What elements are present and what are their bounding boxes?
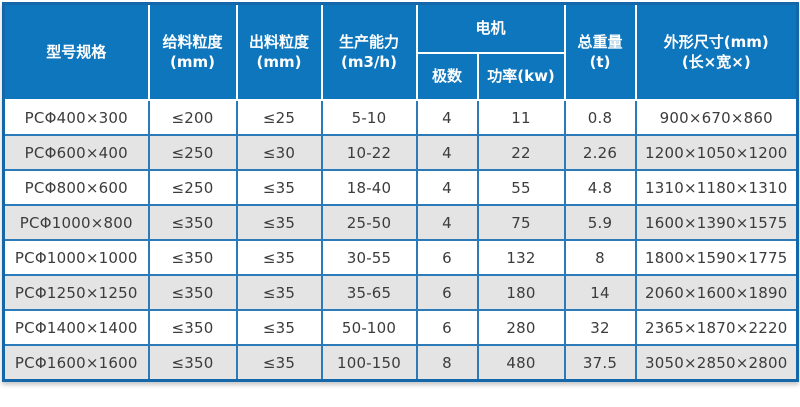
cell-model: PCΦ600×400: [2, 134, 150, 171]
cell-discharge-size: ≤30: [235, 134, 323, 171]
table-row: PCΦ600×400 ≤250 ≤30 10-22 4 22 2.26 1200×1050×1…: [2, 134, 799, 171]
cell-feed-size: ≤200: [147, 99, 238, 136]
cell-motor-power: 180: [476, 274, 566, 311]
table-row: PCΦ1250×1250 ≤350 ≤35 35-65 6 180 14 2060×1600×…: [2, 274, 799, 311]
cell-total-weight: 14: [563, 274, 637, 311]
cell-model: PCΦ1600×1600: [2, 344, 150, 382]
cell-motor-poles: 8: [415, 344, 479, 382]
cell-feed-size: ≤350: [147, 274, 238, 311]
cell-dimensions: 1600×1390×1575: [634, 204, 799, 241]
cell-capacity: 35-65: [320, 274, 418, 311]
header-dimensions-label: 外形尺寸(mm) (长×宽×): [663, 32, 769, 71]
header-discharge-size: 出料粒度 (mm): [235, 2, 323, 101]
header-dimensions: 外形尺寸(mm) (长×宽×): [634, 2, 799, 101]
table-row: PCΦ1400×1400 ≤350 ≤35 50-100 6 280 32 2365×1870…: [2, 309, 799, 346]
cell-total-weight: 4.8: [563, 169, 637, 206]
header-motor-group: 电机: [415, 2, 566, 54]
cell-discharge-size: ≤35: [235, 239, 323, 276]
cell-model: PCΦ1250×1250: [2, 274, 150, 311]
cell-motor-poles: 4: [415, 204, 479, 241]
header-capacity-label: 生产能力 (m3/h): [338, 32, 399, 71]
spec-table: 型号规格 给料粒度 (mm) 出料粒度 (mm) 生产能力 (m3/h) 电机 …: [2, 2, 800, 382]
header-motor-poles: 极数: [415, 52, 479, 101]
header-total-weight: 总重量 (t): [563, 2, 637, 101]
header-motor-group-label: 电机: [475, 19, 506, 38]
header-capacity: 生产能力 (m3/h): [320, 2, 418, 101]
page: 型号规格 给料粒度 (mm) 出料粒度 (mm) 生产能力 (m3/h) 电机 …: [2, 2, 800, 382]
cell-total-weight: 32: [563, 309, 637, 346]
cell-feed-size: ≤250: [147, 134, 238, 171]
table-header: 型号规格 给料粒度 (mm) 出料粒度 (mm) 生产能力 (m3/h) 电机 …: [2, 2, 799, 101]
cell-dimensions: 1800×1590×1775: [634, 239, 799, 276]
cell-feed-size: ≤350: [147, 204, 238, 241]
cell-discharge-size: ≤25: [235, 99, 323, 136]
cell-total-weight: 37.5: [563, 344, 637, 382]
cell-total-weight: 0.8: [563, 99, 637, 136]
cell-model: PCΦ1000×1000: [2, 239, 150, 276]
cell-capacity: 50-100: [320, 309, 418, 346]
cell-motor-power: 11: [476, 99, 566, 136]
cell-model: PCΦ800×600: [2, 169, 150, 206]
cell-capacity: 25-50: [320, 204, 418, 241]
cell-model: PCΦ1000×800: [2, 204, 150, 241]
cell-feed-size: ≤350: [147, 309, 238, 346]
header-motor-power-label: 功率(kw): [487, 67, 555, 86]
cell-dimensions: 3050×2850×2800: [634, 344, 799, 382]
table-row: PCΦ400×300 ≤200 ≤25 5-10 4 11 0.8 900×670×860: [2, 99, 799, 136]
cell-capacity: 100-150: [320, 344, 418, 382]
cell-motor-power: 480: [476, 344, 566, 382]
header-row-sub: 极数 功率(kw): [4, 52, 798, 101]
header-model: 型号规格: [2, 2, 150, 101]
cell-capacity: 30-55: [320, 239, 418, 276]
cell-motor-poles: 4: [415, 169, 479, 206]
cell-discharge-size: ≤35: [235, 204, 323, 241]
cell-dimensions: 2365×1870×2220: [634, 309, 799, 346]
cell-model: PCΦ400×300: [2, 99, 150, 136]
cell-feed-size: ≤250: [147, 169, 238, 206]
cell-discharge-size: ≤35: [235, 274, 323, 311]
cell-capacity: 18-40: [320, 169, 418, 206]
table-row: PCΦ1600×1600 ≤350 ≤35 100-150 8 480 37.5 3050×2…: [2, 344, 799, 382]
cell-motor-poles: 6: [415, 239, 479, 276]
cell-total-weight: 8: [563, 239, 637, 276]
cell-motor-poles: 4: [415, 134, 479, 171]
header-feed-size-label: 给料粒度 (mm): [162, 32, 223, 71]
cell-motor-poles: 6: [415, 309, 479, 346]
table-row: PCΦ800×600 ≤250 ≤35 18-40 4 55 4.8 1310×1180×13…: [2, 169, 799, 206]
cell-dimensions: 2060×1600×1890: [634, 274, 799, 311]
header-total-weight-label: 总重量 (t): [577, 32, 623, 71]
cell-discharge-size: ≤35: [235, 344, 323, 382]
cell-motor-poles: 4: [415, 99, 479, 136]
cell-motor-power: 75: [476, 204, 566, 241]
cell-feed-size: ≤350: [147, 239, 238, 276]
cell-capacity: 5-10: [320, 99, 418, 136]
cell-motor-power: 22: [476, 134, 566, 171]
cell-motor-poles: 6: [415, 274, 479, 311]
table-body: PCΦ400×300 ≤200 ≤25 5-10 4 11 0.8 900×670×860 PC…: [2, 99, 799, 382]
table-row: PCΦ1000×800 ≤350 ≤35 25-50 4 75 5.9 1600×1390×1…: [2, 204, 799, 241]
cell-feed-size: ≤350: [147, 344, 238, 382]
header-row-top: 型号规格 给料粒度 (mm) 出料粒度 (mm) 生产能力 (m3/h) 电机 …: [2, 2, 799, 101]
cell-dimensions: 900×670×860: [634, 99, 799, 136]
cell-motor-power: 55: [476, 169, 566, 206]
cell-capacity: 10-22: [320, 134, 418, 171]
cell-total-weight: 2.26: [563, 134, 637, 171]
cell-model: PCΦ1400×1400: [2, 309, 150, 346]
cell-motor-power: 280: [476, 309, 566, 346]
cell-dimensions: 1310×1180×1310: [634, 169, 799, 206]
header-motor-poles-label: 极数: [431, 67, 462, 86]
header-feed-size: 给料粒度 (mm): [147, 2, 238, 101]
header-discharge-size-label: 出料粒度 (mm): [248, 32, 309, 71]
cell-discharge-size: ≤35: [235, 169, 323, 206]
cell-dimensions: 1200×1050×1200: [634, 134, 799, 171]
header-motor-power: 功率(kw): [476, 52, 566, 101]
cell-motor-power: 132: [476, 239, 566, 276]
cell-total-weight: 5.9: [563, 204, 637, 241]
table-row: PCΦ1000×1000 ≤350 ≤35 30-55 6 132 8 1800×1590×1…: [2, 239, 799, 276]
header-model-label: 型号规格: [46, 42, 107, 61]
cell-discharge-size: ≤35: [235, 309, 323, 346]
